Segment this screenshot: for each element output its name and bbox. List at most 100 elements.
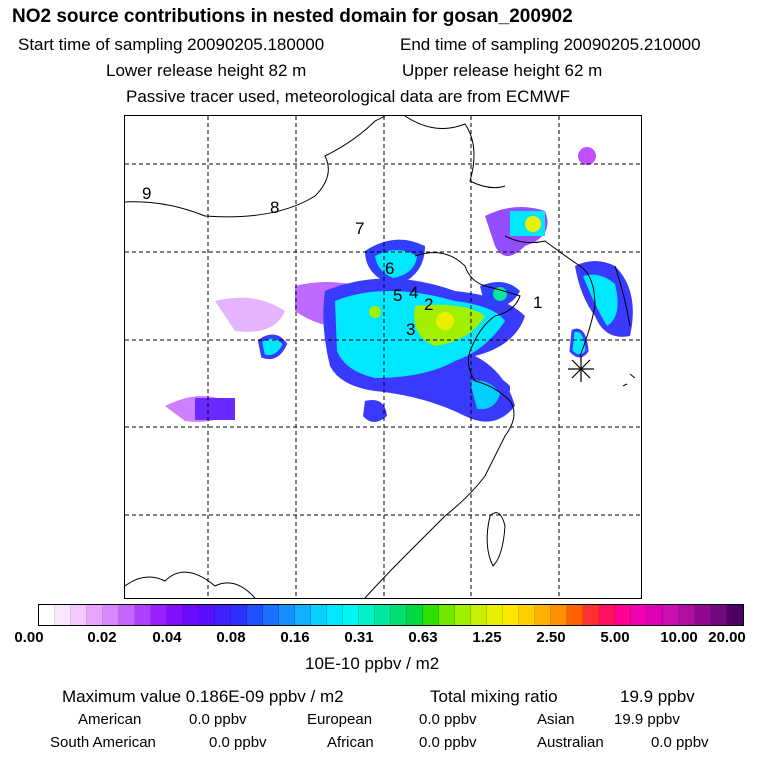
coastlines [125, 116, 636, 598]
colorbar-swatch [71, 605, 87, 625]
colorbar-swatch [407, 605, 423, 625]
colorbar-swatch [439, 605, 455, 625]
colorbar-swatch [535, 605, 551, 625]
region-labels: 1 2 3 4 5 6 7 8 9 [142, 184, 542, 339]
colorbar-tick: 0.00 [14, 629, 44, 646]
colorbar [38, 604, 744, 626]
colorbar-tick: 0.08 [216, 629, 246, 646]
colorbar-tick: 2.50 [536, 629, 566, 646]
colorbar-swatch [119, 605, 135, 625]
colorbar-swatch [471, 605, 487, 625]
colorbar-tick: 0.31 [344, 629, 374, 646]
colorbar-swatch [359, 605, 375, 625]
colorbar-swatch [679, 605, 695, 625]
colorbar-swatch [279, 605, 295, 625]
total-mixing-ratio-label: Total mixing ratio [430, 687, 558, 706]
region-name-european: European [307, 711, 373, 728]
colorbar-swatch [375, 605, 391, 625]
colorbar-tick: 20.00 [708, 629, 746, 646]
colorbar-swatch [711, 605, 727, 625]
plume-patch-far-ne [578, 147, 596, 165]
plume-peak [436, 312, 454, 330]
region-label-8: 8 [270, 198, 279, 217]
colorbar-swatch [647, 605, 663, 625]
colorbar-swatch [663, 605, 679, 625]
region-label-5: 5 [393, 286, 402, 305]
colorbar-tick: 10.00 [660, 629, 698, 646]
start-time: Start time of sampling 20090205.180000 [18, 35, 325, 54]
colorbar-swatch [631, 605, 647, 625]
plume-patch-ne-peak [525, 216, 541, 232]
colorbar-swatch [167, 605, 183, 625]
plume-layer [165, 147, 633, 422]
colorbar-swatch [151, 605, 167, 625]
map-canvas: 1 2 3 4 5 6 7 8 9 [125, 116, 641, 598]
region-value-european: 0.0 ppbv [419, 711, 477, 728]
colorbar-swatch [327, 605, 343, 625]
colorbar-tick: 0.04 [152, 629, 182, 646]
plume-peak-secondary [369, 306, 381, 318]
region-label-9: 9 [142, 184, 151, 203]
colorbar-swatch [567, 605, 583, 625]
colorbar-swatch [695, 605, 711, 625]
region-name-african: African [327, 734, 374, 751]
colorbar-swatch [455, 605, 471, 625]
colorbar-swatch [231, 605, 247, 625]
upper-release-height: Upper release height 62 m [402, 61, 603, 80]
plume-patch-nw [215, 297, 285, 332]
colorbar-swatch [183, 605, 199, 625]
colorbar-swatch [519, 605, 535, 625]
region-value-asian: 19.9 ppbv [614, 711, 680, 728]
region-label-7: 7 [355, 219, 364, 238]
colorbar-swatch [583, 605, 599, 625]
colorbar-swatch [199, 605, 215, 625]
colorbar-tick: 5.00 [600, 629, 630, 646]
colorbar-swatch [103, 605, 119, 625]
plume-patch-west-core [195, 398, 235, 420]
map-gridlines [125, 116, 641, 598]
region-value-american: 0.0 ppbv [189, 711, 247, 728]
end-time: End time of sampling 20090205.210000 [400, 35, 701, 54]
region-value-australian: 0.0 ppbv [651, 734, 709, 751]
colorbar-swatch [599, 605, 615, 625]
receptor-marker-icon [568, 356, 594, 382]
colorbar-swatch [391, 605, 407, 625]
region-label-6: 6 [385, 259, 394, 278]
region-label-1: 1 [533, 293, 542, 312]
colorbar-swatch [215, 605, 231, 625]
colorbar-swatch [135, 605, 151, 625]
colorbar-swatch [551, 605, 567, 625]
colorbar-swatch [503, 605, 519, 625]
colorbar-swatch [423, 605, 439, 625]
colorbar-swatch [55, 605, 71, 625]
colorbar-swatch [39, 605, 55, 625]
colorbar-tick: 0.63 [408, 629, 438, 646]
colorbar-swatch [311, 605, 327, 625]
plume-patch-west-2 [257, 334, 288, 360]
region-name-australian: Australian [537, 734, 604, 751]
maximum-value: Maximum value 0.186E-09 ppbv / m2 [62, 687, 344, 706]
lower-release-height: Lower release height 82 m [106, 61, 307, 80]
model-note: Passive tracer used, meteorological data… [126, 87, 571, 106]
region-label-4: 4 [409, 283, 418, 302]
colorbar-swatch [295, 605, 311, 625]
plot-title: NO2 source contributions in nested domai… [12, 6, 573, 27]
region-label-2: 2 [424, 295, 433, 314]
colorbar-swatch [727, 605, 743, 625]
map-panel: 1 2 3 4 5 6 7 8 9 [124, 115, 642, 599]
colorbar-tick: 0.16 [280, 629, 310, 646]
region-value-african: 0.0 ppbv [419, 734, 477, 751]
region-value-south-american: 0.0 ppbv [209, 734, 267, 751]
colorbar-swatch [247, 605, 263, 625]
colorbar-swatch [487, 605, 503, 625]
plume-patch-south [363, 400, 387, 422]
region-name-south-american: South American [50, 734, 156, 751]
region-name-american: American [78, 711, 142, 728]
colorbar-unit: 10E-10 ppbv / m2 [305, 654, 440, 673]
colorbar-swatch [615, 605, 631, 625]
plume-patch-korea-core [583, 274, 618, 326]
colorbar-swatch [263, 605, 279, 625]
colorbar-tick: 1.25 [472, 629, 502, 646]
region-name-asian: Asian [537, 711, 575, 728]
colorbar-tick: 0.02 [87, 629, 117, 646]
